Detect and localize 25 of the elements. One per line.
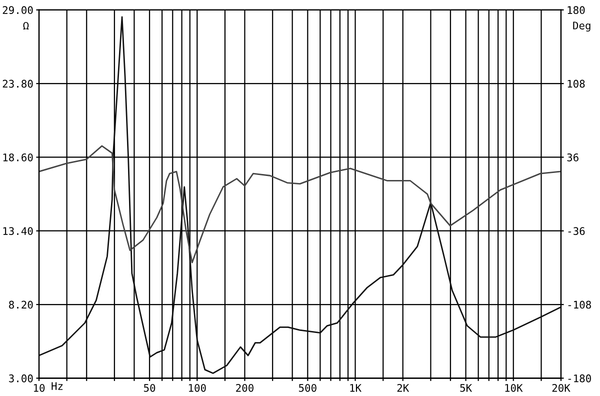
- x-tick-label: 10K: [505, 384, 523, 392]
- y2-tick-label: 108: [568, 80, 585, 88]
- y-axis-title: Ω: [23, 22, 29, 30]
- y2-tick-label: -108: [568, 300, 591, 309]
- y-tick-label: 13.40: [3, 227, 33, 235]
- x-tick-label: 1K: [350, 384, 362, 392]
- x-tick-label: 2K: [397, 384, 410, 392]
- y2-axis-title: Deg: [573, 22, 590, 32]
- x-tick-label: 50: [144, 384, 156, 392]
- x-tick-label: 100: [188, 384, 206, 392]
- x-tick-label: 500: [298, 384, 316, 392]
- y2-tick-label: -180: [568, 374, 591, 382]
- y-tick-label: 3.00: [9, 374, 33, 382]
- x-tick-label: 200: [236, 384, 254, 392]
- y2-tick-label: 180: [568, 6, 585, 14]
- x-axis-title: Hz: [52, 382, 63, 390]
- x-tick-label: 20K: [552, 384, 570, 392]
- x-tick-label: 10: [34, 384, 45, 392]
- y2-tick-label: -36: [568, 227, 585, 235]
- y-tick-label: 23.80: [2, 80, 33, 88]
- y-tick-label: 18.60: [3, 153, 33, 162]
- y-tick-label: 29.00: [2, 6, 33, 14]
- x-tick-label: 5K: [460, 384, 472, 392]
- y2-tick-label: 36: [567, 153, 578, 162]
- y-tick-label: 8.20: [9, 300, 33, 309]
